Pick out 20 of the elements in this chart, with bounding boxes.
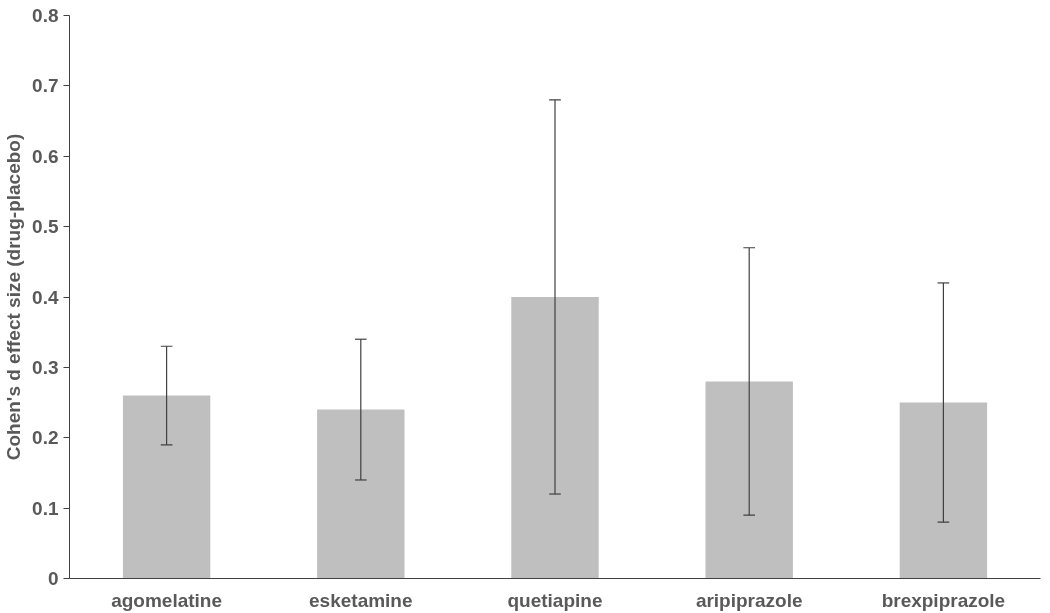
bar: [122, 395, 211, 579]
x-tick-label: agomelatine: [111, 589, 223, 611]
y-tick-label: 0.5: [32, 216, 59, 238]
x-tick-label: esketamine: [309, 589, 413, 611]
y-tick-label: 0.8: [32, 5, 59, 26]
x-tick-label: aripiprazole: [695, 589, 803, 611]
bar: [317, 409, 405, 579]
y-tick-label: 0.2: [32, 427, 59, 449]
bar: [705, 381, 793, 579]
y-tick-label: 0.7: [32, 75, 59, 97]
y-tick-label: 0.3: [32, 356, 59, 378]
y-tick-label: 0.4: [32, 286, 59, 308]
y-axis-title: Cohen's d effect size (drug-placebo): [3, 133, 25, 461]
x-tick-label: quetiapine: [507, 589, 603, 611]
bar: [899, 402, 988, 579]
y-tick-label: 0.6: [32, 145, 59, 167]
bar: [511, 297, 599, 579]
x-tick-label: brexpiprazole: [881, 589, 1006, 611]
y-tick-label: 0.1: [32, 497, 59, 519]
y-tick-label: 0: [47, 568, 59, 589]
